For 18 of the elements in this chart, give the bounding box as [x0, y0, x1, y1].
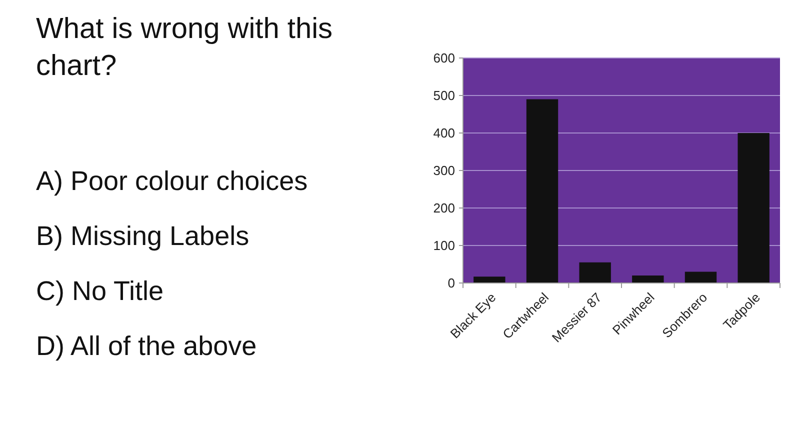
y-tick-label: 600	[433, 50, 455, 66]
y-tick-label: 200	[433, 200, 455, 216]
text: What is wrong with this chart?	[36, 13, 333, 82]
bar	[526, 99, 558, 283]
y-tick-label: 400	[433, 126, 455, 141]
bar	[579, 262, 611, 283]
y-tick-label: 0	[448, 276, 455, 291]
text: B) Missing Labels	[36, 221, 250, 251]
y-tick-label: 300	[433, 163, 455, 178]
bar	[474, 276, 506, 283]
text: C) No Title	[36, 276, 164, 306]
bar	[738, 133, 770, 283]
y-tick-label: 500	[433, 88, 455, 104]
bar	[632, 276, 664, 283]
y-tick-label: 100	[433, 238, 455, 254]
text: A) Poor colour choices	[36, 166, 308, 196]
bar	[684, 272, 717, 283]
text: D) All of the above	[36, 331, 257, 361]
